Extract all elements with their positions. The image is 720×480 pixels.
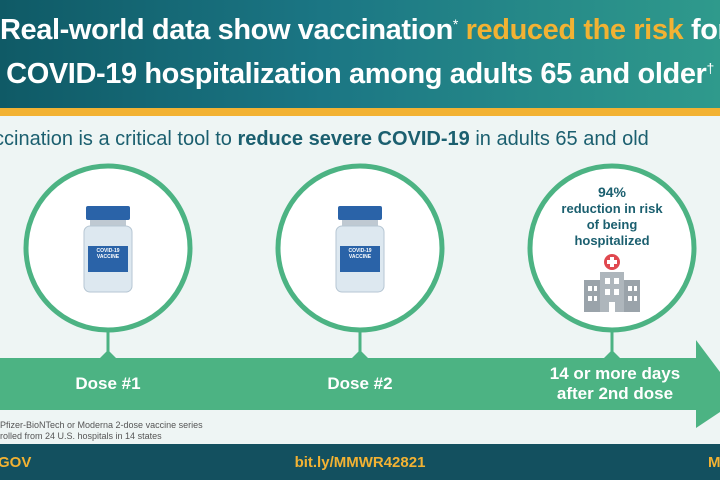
footer-bar: [0, 444, 720, 480]
stat-value: 94%: [597, 184, 627, 200]
title-line-2: COVID-19 hospitalization among adults 65…: [6, 58, 714, 90]
dose2-label: Dose #2: [327, 374, 393, 393]
stat-text: reduction in risk of being hospitalized: [561, 201, 663, 248]
title-line-1: Real-world data show vaccination* reduce…: [0, 14, 720, 46]
subtitle: ccination is a critical tool to reduce s…: [0, 128, 649, 150]
footer-right: M: [708, 454, 720, 471]
vaccine-vial-icon: [83, 206, 133, 293]
footnote-2: rolled from 24 U.S. hospitals in 14 stat…: [0, 431, 162, 441]
vial-label: COVID-19 VACCINE: [348, 248, 372, 260]
vial-label: COVID-19 VACCINE: [96, 248, 120, 260]
header-divider: [0, 108, 720, 116]
dose1-label: Dose #1: [75, 374, 141, 393]
final-label: 14 or more days after 2nd dose: [549, 364, 681, 403]
header-banner: [0, 0, 720, 108]
footnote-1: Pfizer-BioNTech or Moderna 2-dose vaccin…: [0, 420, 203, 430]
footer-link[interactable]: bit.ly/MMWR42821: [294, 454, 426, 471]
result-circle: [527, 163, 697, 333]
vaccine-vial-icon: [335, 206, 385, 293]
hospital-icon: [584, 254, 640, 312]
timeline-arrow: [0, 340, 720, 428]
footer-left: GOV: [0, 454, 32, 471]
